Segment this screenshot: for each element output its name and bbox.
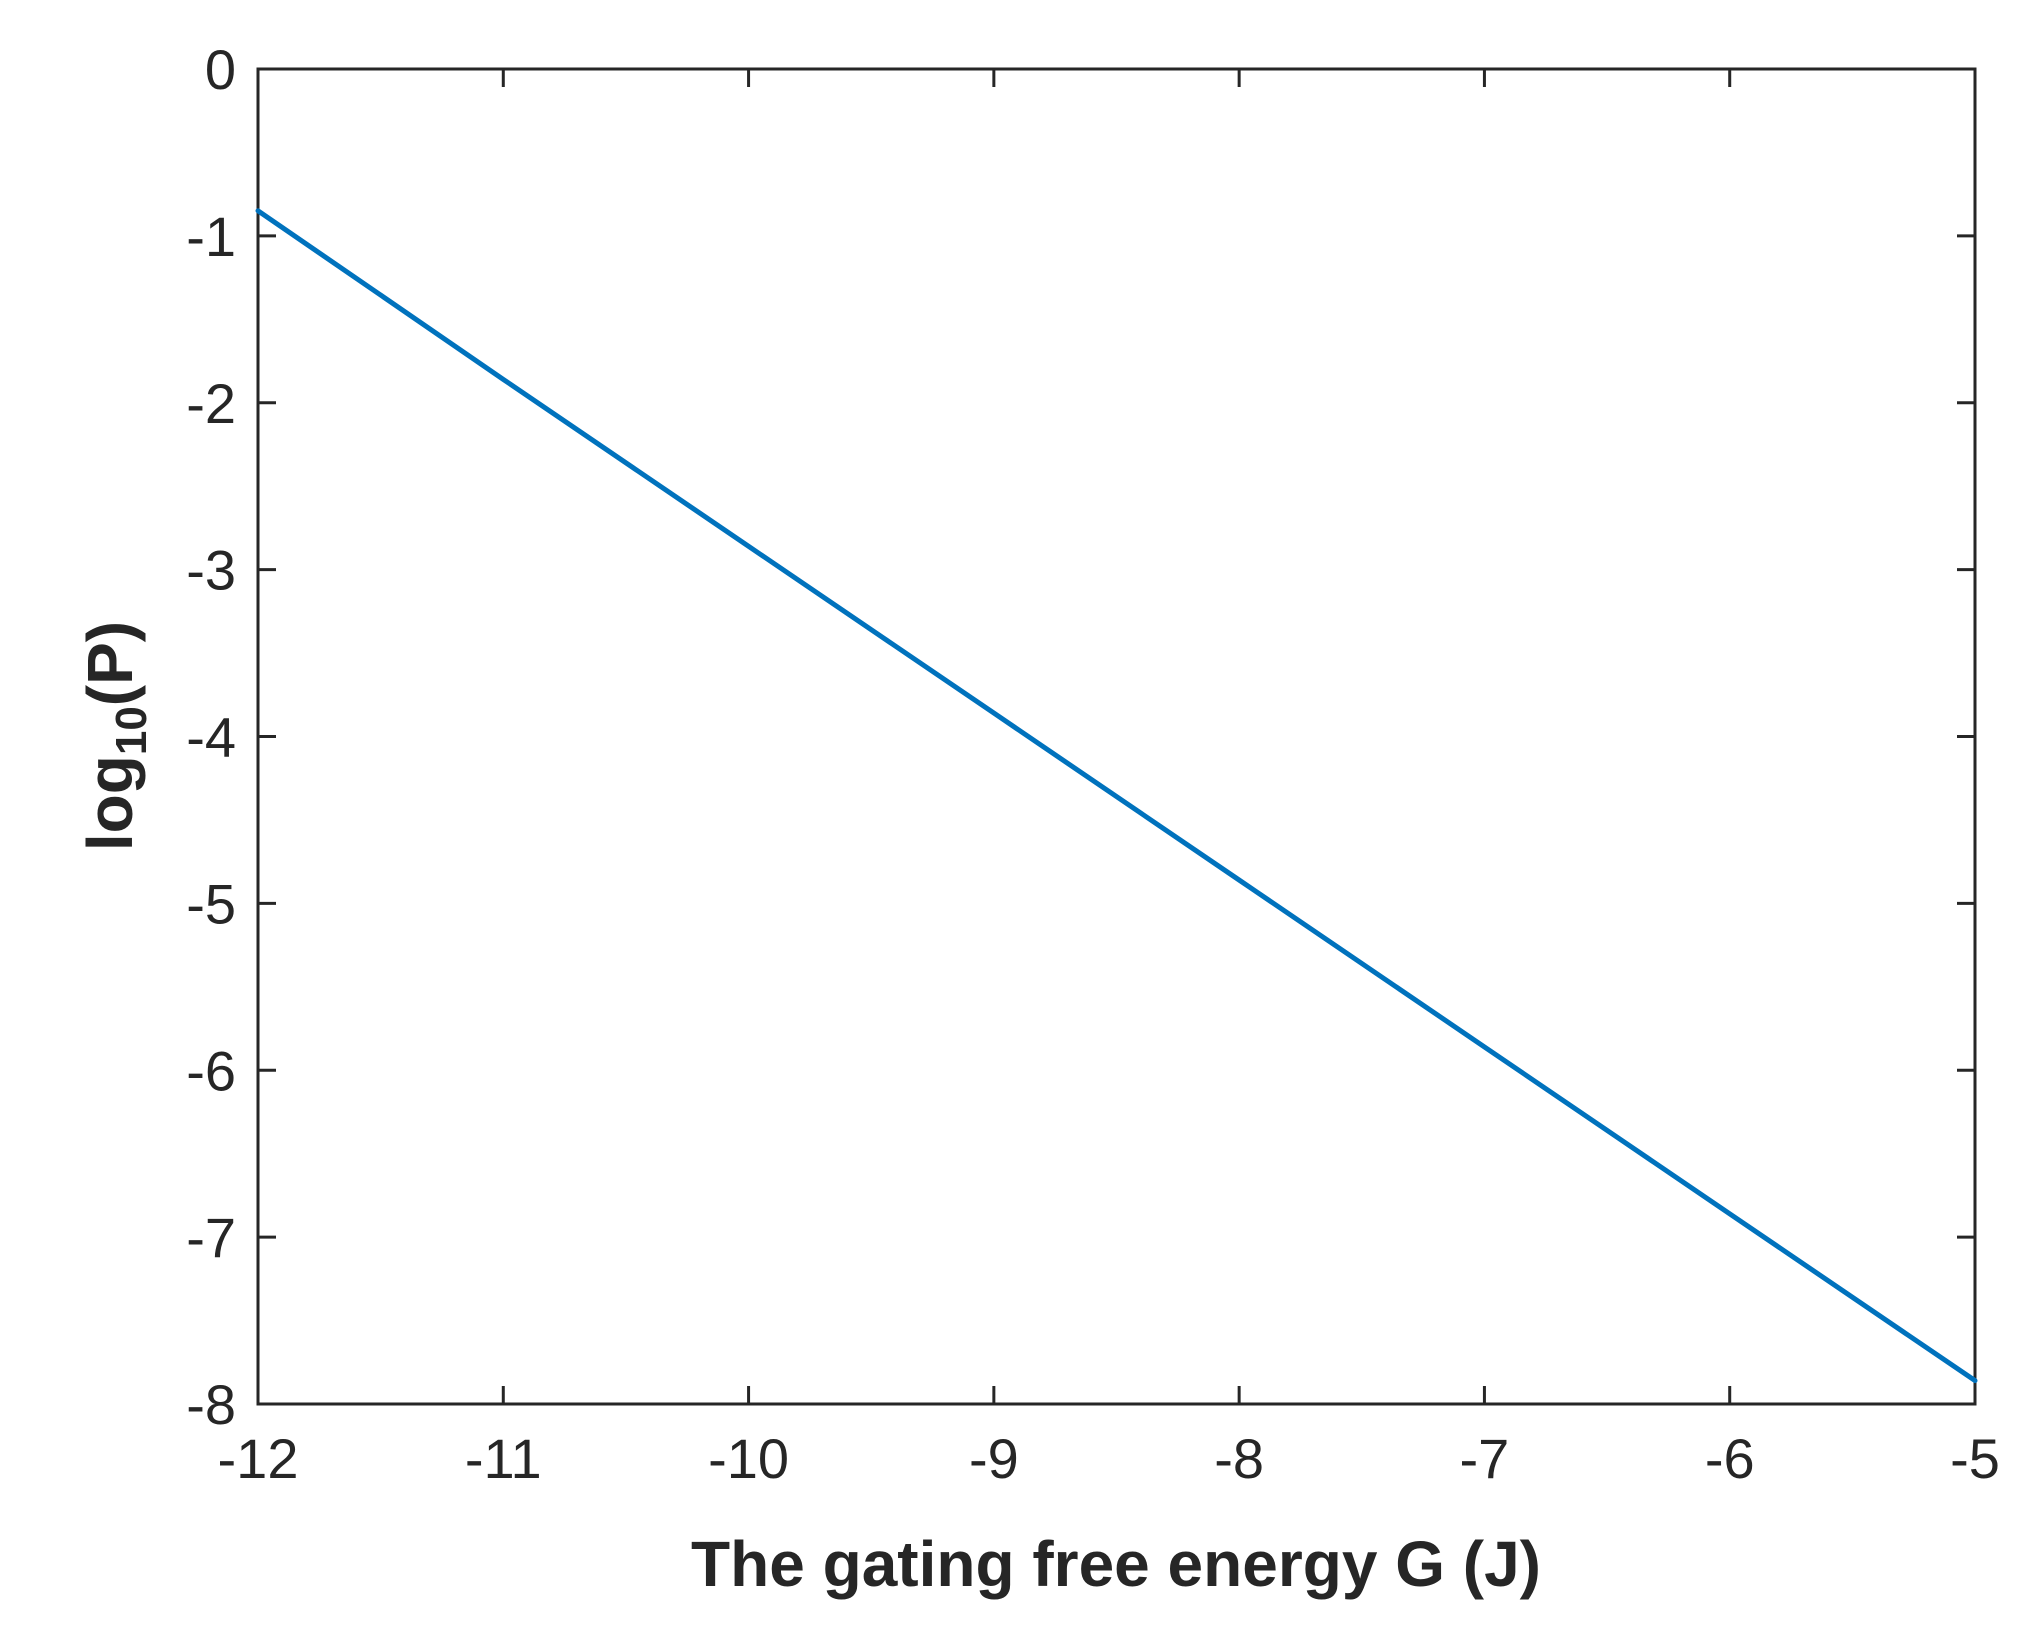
y-tick-label: -2: [186, 372, 236, 435]
x-tick-label: -7: [1460, 1427, 1510, 1490]
y-tick-label: -1: [186, 205, 236, 268]
y-tick-label: -4: [186, 706, 236, 769]
y-tick-label: -6: [186, 1039, 236, 1102]
x-tick-label: -11: [465, 1427, 542, 1490]
y-axis-title: log10(P): [74, 621, 156, 851]
y-axis-title-suffix: (P): [74, 621, 146, 706]
x-tick-label: -5: [1950, 1427, 2000, 1490]
y-tick-label: 0: [205, 38, 236, 101]
series-layer: [255, 208, 1978, 1384]
y-axis-title-prefix: log: [74, 755, 146, 851]
y-tick-label: -8: [186, 1373, 236, 1436]
series-line: [255, 208, 1978, 1384]
y-ticks: 0 -1 -2 -3 -4 -5 -6 -7 -8: [186, 38, 1975, 1436]
x-tick-label: -10: [708, 1427, 789, 1490]
plot-area: [256, 67, 1977, 1406]
y-tick-label: -7: [186, 1206, 236, 1269]
y-tick-label: -3: [186, 539, 236, 602]
y-tick-label: -5: [186, 872, 236, 935]
x-tick-label: -6: [1705, 1427, 1755, 1490]
x-tick-label: -12: [218, 1427, 299, 1490]
x-tick-label: -8: [1214, 1427, 1264, 1490]
y-axis-title-subscript: 10: [107, 706, 156, 755]
x-tick-label: -9: [969, 1427, 1019, 1490]
x-axis-title: The gating free energy G (J): [691, 1528, 1541, 1600]
x-ticks: -12 -11 -10 -9 -8 -7 -6 -5: [218, 69, 2000, 1490]
